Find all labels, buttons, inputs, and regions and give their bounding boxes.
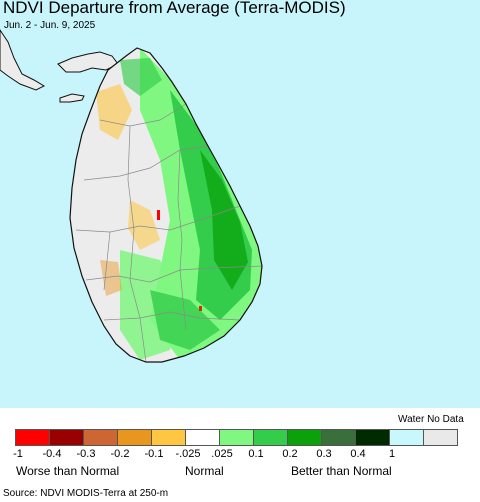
legend-swatch-4: [117, 429, 152, 446]
water-no-data-label: Water No Data: [398, 414, 464, 425]
map-area: NDVI Departure from Average (Terra-MODIS…: [0, 0, 480, 408]
legend-swatch-9: [287, 429, 322, 446]
legend-tick: -.025: [175, 448, 201, 460]
legend-swatch-8: [253, 429, 288, 446]
legend-tick: -1: [13, 448, 23, 460]
legend-swatch-2: [49, 429, 84, 446]
legend-tick: 1: [388, 448, 396, 460]
mannar-island: [59, 93, 85, 103]
legend-swatch-5: [151, 429, 186, 446]
legend-swatches: [15, 429, 458, 446]
map-title: NDVI Departure from Average (Terra-MODIS…: [3, 0, 346, 17]
sri-lanka-map: [0, 29, 263, 363]
map-subtitle: Jun. 2 - Jun. 9, 2025: [4, 20, 96, 31]
legend-tick: -0.4: [42, 448, 62, 460]
legend-swatch-13: [423, 429, 458, 446]
better-label: Better than Normal: [291, 464, 392, 478]
legend-tick: 0.3: [316, 448, 332, 460]
legend-swatch-10: [321, 429, 356, 446]
legend-swatch-12: [389, 429, 424, 446]
legend-tick: -0.3: [76, 448, 96, 460]
legend-tick: .025: [211, 448, 233, 460]
legend-swatch-3: [83, 429, 118, 446]
legend-swatch-11: [355, 429, 390, 446]
legend-tick: -0.1: [144, 448, 164, 460]
legend-swatch-7: [219, 429, 254, 446]
worse-label: Worse than Normal: [16, 464, 120, 478]
source-note: Source: NDVI MODIS-Terra at 250-m: [3, 488, 169, 499]
legend-tick: 0.1: [248, 448, 264, 460]
legend-tick: 0.4: [350, 448, 366, 460]
legend-swatch-6: [185, 429, 220, 446]
legend-swatch-1: [15, 429, 50, 446]
legend-tick: 0.2: [282, 448, 298, 460]
normal-label: Normal: [185, 464, 224, 478]
legend-tick: -0.2: [110, 448, 130, 460]
legend: Water No Data -1 -0.4 -0.3 -0.2 -0.1 -.025 .02…: [0, 408, 480, 488]
india-coast: [0, 29, 46, 91]
